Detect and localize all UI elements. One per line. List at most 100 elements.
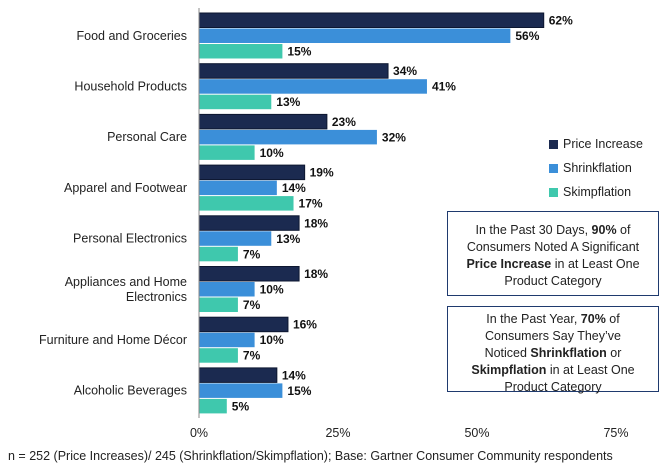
bar-shrinkflation bbox=[199, 332, 255, 348]
bars-group: 62% 56% 15% 34% 41% 13% 23% 32% 10% 19% 14% 17% 18% 1… bbox=[198, 12, 573, 414]
data-label: 7% bbox=[243, 349, 261, 363]
callout1-text-1: In the Past 30 Days, bbox=[475, 223, 592, 237]
data-label: 32% bbox=[382, 130, 406, 144]
bar-price-increase bbox=[198, 113, 328, 130]
data-label: 15% bbox=[287, 384, 311, 398]
data-label: 56% bbox=[515, 29, 539, 43]
callout2-text-3: Consumers Say They’ve bbox=[485, 329, 621, 343]
data-label: 7% bbox=[243, 298, 261, 312]
bar-skimpflation bbox=[199, 44, 283, 59]
callout2-bold-1: Shrinkflation bbox=[530, 346, 607, 360]
callout1-text-2: of bbox=[616, 223, 631, 237]
legend-item-price-increase: Price Increase bbox=[549, 136, 643, 152]
legend-label-shrinkflation: Shrinkflation bbox=[563, 161, 632, 175]
data-label: 16% bbox=[293, 318, 317, 332]
x-tick-label: 0% bbox=[190, 426, 208, 440]
bar-skimpflation bbox=[199, 398, 227, 414]
callout1-text-4: in at Least One bbox=[551, 257, 640, 271]
data-label: 19% bbox=[310, 166, 334, 180]
data-label: 10% bbox=[260, 283, 284, 297]
data-label: 13% bbox=[276, 95, 300, 109]
legend-swatch-shrinkflation bbox=[549, 163, 558, 173]
callout2-stat: 70% bbox=[580, 312, 606, 326]
data-label: 10% bbox=[260, 333, 284, 347]
data-label: 41% bbox=[432, 80, 456, 94]
legend-item-shrinkflation: Shrinkflation bbox=[549, 160, 643, 176]
callout2-text-2: of bbox=[605, 312, 620, 326]
callout-shrinkflation: In the Past Year, 70% of Consumers Say T… bbox=[447, 306, 659, 394]
bar-price-increase bbox=[198, 367, 278, 383]
callout2-text-4: Noticed bbox=[484, 346, 531, 360]
category-label: Apparel and Footwear bbox=[64, 181, 187, 195]
bar-price-increase bbox=[198, 266, 300, 282]
category-label-line: Electronics bbox=[126, 290, 187, 304]
callout2-text-7: Product Category bbox=[504, 380, 602, 394]
data-label: 14% bbox=[282, 181, 306, 195]
data-label: 13% bbox=[276, 232, 300, 246]
data-label: 15% bbox=[287, 45, 311, 59]
bar-price-increase bbox=[198, 316, 289, 333]
bar-shrinkflation bbox=[199, 180, 277, 196]
bar-shrinkflation bbox=[199, 383, 283, 398]
category-label-line: Household Products bbox=[74, 79, 187, 93]
data-label: 23% bbox=[332, 115, 356, 129]
legend-item-skimpflation: Skimpflation bbox=[549, 184, 643, 200]
bar-shrinkflation bbox=[199, 28, 511, 43]
callout2-text-6: in at Least One bbox=[546, 363, 635, 377]
callout2-text-5: or bbox=[606, 346, 622, 360]
data-label: 18% bbox=[304, 267, 328, 281]
bar-skimpflation bbox=[199, 145, 255, 160]
callout1-text-5: Product Category bbox=[504, 274, 602, 288]
legend-label-price-increase: Price Increase bbox=[563, 137, 643, 151]
footnote: n = 252 (Price Increases)/ 245 (Shrinkfl… bbox=[8, 449, 613, 463]
category-label-line: Furniture and Home Décor bbox=[39, 333, 187, 347]
bar-price-increase bbox=[198, 12, 545, 28]
bar-shrinkflation bbox=[199, 231, 272, 246]
bar-skimpflation bbox=[199, 246, 238, 262]
x-tick-label: 50% bbox=[464, 426, 489, 440]
category-label-line: Personal Care bbox=[107, 130, 187, 144]
category-label-line: Appliances and Home bbox=[65, 275, 187, 289]
category-label: Furniture and Home Décor bbox=[39, 333, 187, 347]
bar-skimpflation bbox=[199, 348, 238, 363]
bar-price-increase bbox=[198, 215, 300, 231]
category-label-line: Apparel and Footwear bbox=[64, 181, 187, 195]
data-label: 18% bbox=[304, 216, 328, 230]
x-tick-label: 25% bbox=[325, 426, 350, 440]
bar-shrinkflation bbox=[199, 129, 377, 145]
x-tick-label: 75% bbox=[603, 426, 628, 440]
bar-price-increase bbox=[198, 164, 306, 181]
callout1-stat: 90% bbox=[591, 223, 617, 237]
data-label: 62% bbox=[549, 14, 573, 28]
category-label-line: Food and Groceries bbox=[77, 29, 187, 43]
legend: Price Increase Shrinkflation Skimpflatio… bbox=[549, 136, 643, 208]
data-label: 17% bbox=[299, 197, 323, 211]
category-label: Household Products bbox=[74, 79, 187, 93]
category-label-line: Alcoholic Beverages bbox=[74, 384, 187, 398]
callout-price-increase: In the Past 30 Days, 90% of Consumers No… bbox=[447, 211, 659, 296]
category-label: Personal Care bbox=[107, 130, 187, 144]
bar-skimpflation bbox=[199, 297, 238, 312]
bar-skimpflation bbox=[199, 94, 272, 110]
data-label: 14% bbox=[282, 368, 306, 382]
category-labels: Food and Groceries Household Products Pers… bbox=[39, 29, 187, 398]
category-label: Alcoholic Beverages bbox=[74, 384, 187, 398]
bar-price-increase bbox=[198, 63, 389, 79]
callout2-text-1: In the Past Year, bbox=[486, 312, 581, 326]
callout2-bold-2: Skimpflation bbox=[471, 363, 547, 377]
category-label: Personal Electronics bbox=[73, 232, 187, 246]
data-label: 10% bbox=[260, 146, 284, 160]
bar-shrinkflation bbox=[199, 282, 255, 297]
data-label: 5% bbox=[232, 399, 250, 413]
category-label-line: Personal Electronics bbox=[73, 232, 187, 246]
callout1-bold: Price Increase bbox=[466, 257, 552, 271]
data-label: 7% bbox=[243, 247, 261, 261]
legend-swatch-skimpflation bbox=[549, 187, 558, 197]
data-label: 34% bbox=[393, 64, 417, 78]
bar-shrinkflation bbox=[199, 79, 427, 94]
category-label: Appliances and Home Electronics bbox=[65, 275, 187, 304]
bar-skimpflation bbox=[199, 196, 294, 211]
x-axis-ticks: 0% 25% 50% 75% bbox=[190, 426, 629, 440]
legend-swatch-price-increase bbox=[549, 139, 558, 149]
